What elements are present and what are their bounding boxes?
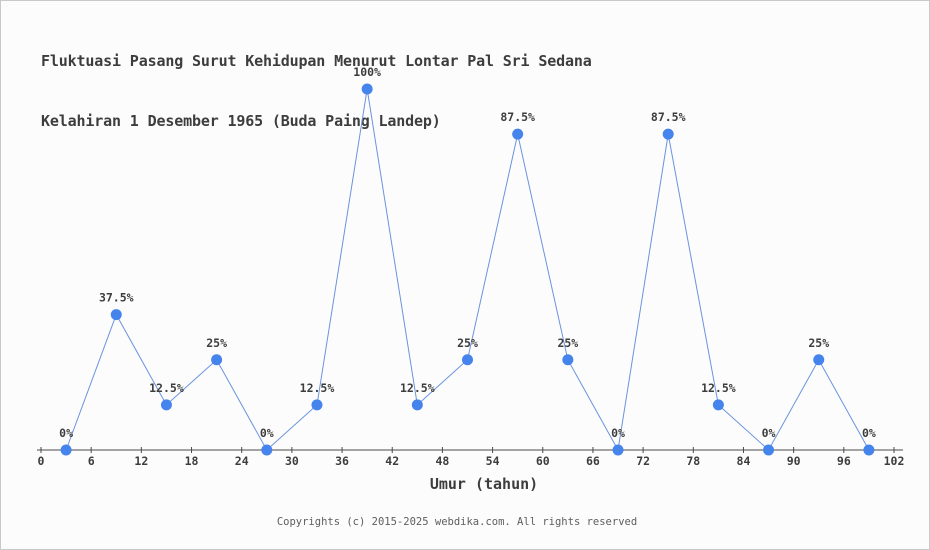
- data-point-label: 87.5%: [651, 110, 686, 124]
- data-point-label: 12.5%: [300, 381, 335, 395]
- data-point-label: 25%: [206, 336, 227, 350]
- data-point-label: 12.5%: [701, 381, 736, 395]
- x-axis-tick-label: 12: [134, 454, 148, 468]
- data-point: [160, 399, 172, 411]
- data-point: [763, 444, 775, 456]
- x-axis-tick-label: 48: [435, 454, 449, 468]
- x-axis-tick-label: 66: [586, 454, 600, 468]
- data-point: [211, 354, 223, 366]
- data-point: [462, 354, 473, 366]
- data-point: [863, 444, 875, 456]
- data-point: [261, 444, 273, 456]
- x-axis-tick-label: 78: [686, 454, 700, 468]
- chart-line: [65, 88, 870, 452]
- data-point: [411, 399, 423, 411]
- data-point-label: 0%: [611, 426, 625, 440]
- chart-title-line1: Fluktuasi Pasang Surut Kehidupan Menurut…: [41, 52, 592, 70]
- x-axis-tick-label: 30: [285, 454, 299, 468]
- data-point-label: 25%: [557, 336, 578, 350]
- data-point: [612, 444, 624, 456]
- data-point: [813, 354, 825, 366]
- data-point-label: 37.5%: [99, 291, 134, 305]
- x-axis-tick-label: 102: [884, 454, 905, 468]
- x-axis-tick-label: 54: [486, 454, 500, 468]
- data-point-label: 0%: [59, 426, 73, 440]
- x-axis-tick-label: 96: [837, 454, 851, 468]
- data-point: [512, 128, 524, 140]
- x-axis-tick-label: 42: [385, 454, 399, 468]
- x-axis-tick-label: 18: [185, 454, 199, 468]
- x-axis-tick-label: 60: [536, 454, 550, 468]
- data-point-label: 12.5%: [400, 381, 435, 395]
- data-point: [361, 83, 373, 95]
- x-axis-tick-label: 84: [737, 454, 751, 468]
- chart-title-line2: Kelahiran 1 Desember 1965 (Buda Paing La…: [41, 112, 441, 130]
- data-point: [712, 399, 724, 411]
- x-axis-tick-label: 36: [335, 454, 349, 468]
- data-point: [60, 444, 72, 456]
- x-axis-tick-label: 90: [787, 454, 801, 468]
- data-point-label: 12.5%: [149, 381, 184, 395]
- data-point-label: 0%: [762, 426, 776, 440]
- data-point-label: 87.5%: [500, 110, 535, 124]
- x-axis-tick-label: 0: [38, 454, 45, 468]
- data-point: [311, 399, 323, 411]
- data-point-label: 100%: [353, 65, 381, 79]
- data-point: [562, 354, 574, 366]
- x-axis-tick-label: 6: [88, 454, 95, 468]
- data-point-label: 25%: [808, 336, 829, 350]
- data-point: [110, 309, 122, 321]
- data-point: [662, 128, 674, 140]
- data-point-label: 0%: [862, 426, 876, 440]
- data-point-label: 25%: [457, 336, 478, 350]
- x-axis-title: Umur (tahun): [429, 475, 539, 493]
- data-point-label: 0%: [260, 426, 274, 440]
- x-axis-tick-label: 72: [636, 454, 650, 468]
- x-axis-tick-label: 24: [235, 454, 249, 468]
- chart-title: Fluktuasi Pasang Surut Kehidupan Menurut…: [41, 11, 592, 171]
- copyright-text: Copyrights (c) 2015-2025 webdika.com. Al…: [276, 516, 638, 528]
